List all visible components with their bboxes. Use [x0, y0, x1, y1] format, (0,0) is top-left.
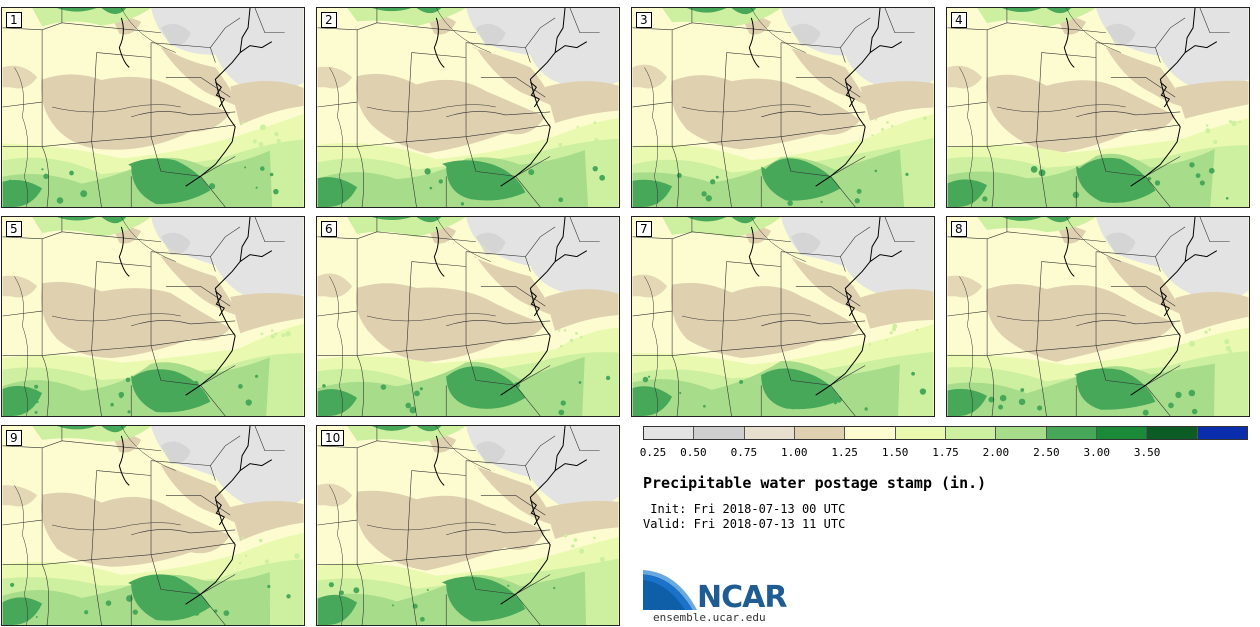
colorbar-tick-label: 2.50: [1033, 446, 1060, 459]
precipitable-water-map: [317, 8, 619, 207]
member-number-label: 3: [636, 12, 652, 28]
colorbar-segment: [1197, 427, 1247, 439]
colorbar-tick-label: 1.00: [781, 446, 808, 459]
precipitable-water-map: [947, 217, 1249, 416]
colorbar-segment: [945, 427, 997, 439]
colorbar-tick-label: 1.25: [831, 446, 858, 459]
precipitable-water-map: [2, 8, 304, 207]
precipitable-water-map: [947, 8, 1249, 207]
member-number-label: 10: [321, 430, 345, 446]
website-url: ensemble.ucar.edu: [653, 611, 766, 624]
ncar-logo-icon: [643, 570, 697, 610]
map-panel-member-1: 1: [1, 7, 305, 208]
colorbar-segment: [1147, 427, 1198, 439]
map-panel-member-7: 7: [631, 216, 935, 417]
colorbar-tick-label: 3.50: [1133, 446, 1161, 459]
colorbar-tick-label: 0.25: [639, 446, 667, 459]
map-panel-member-9: 9: [1, 425, 305, 626]
init-time: Init: Fri 2018-07-13 00 UTC: [643, 502, 846, 516]
colorbar-tick-label: 1.75: [932, 446, 959, 459]
map-panel-member-3: 3: [631, 7, 935, 208]
colorbar-tick-label: 0.75: [730, 446, 758, 459]
precipitable-water-map: [632, 8, 934, 207]
member-number-label: 2: [321, 12, 337, 28]
precipitable-water-map: [317, 426, 619, 625]
colorbar-segment: [744, 427, 795, 439]
member-number-label: 8: [951, 221, 967, 237]
map-panel-member-6: 6: [316, 216, 620, 417]
colorbar-segment: [996, 427, 1047, 439]
figure-title: Precipitable water postage stamp (in.): [643, 474, 987, 492]
colorbar-tick-label: 0.50: [680, 446, 707, 459]
member-number-label: 1: [6, 12, 22, 28]
map-panel-member-4: 4: [946, 7, 1250, 208]
colorbar-segment: [794, 427, 846, 439]
valid-time: Valid: Fri 2018-07-13 11 UTC: [643, 517, 846, 531]
map-panel-member-5: 5: [1, 216, 305, 417]
colorbar-segment: [1096, 427, 1148, 439]
map-panel-member-10: 10: [316, 425, 620, 626]
member-number-label: 7: [636, 221, 652, 237]
colorbar-segment: [644, 427, 695, 439]
colorbar-tick-label: 3.00: [1083, 446, 1111, 459]
precipitable-water-map: [2, 426, 304, 625]
colorbar-segment: [845, 427, 896, 439]
map-panel-member-2: 2: [316, 7, 620, 208]
member-number-label: 4: [951, 12, 967, 28]
colorbar-segment: [694, 427, 745, 439]
map-panel-member-8: 8: [946, 216, 1250, 417]
colorbar-tick-label: 1.50: [881, 446, 909, 459]
precipitable-water-map: [317, 217, 619, 416]
colorbar-tick-label: 2.00: [982, 446, 1010, 459]
colorbar: [643, 426, 1248, 440]
member-number-label: 9: [6, 430, 22, 446]
ncar-logo-text: NCAR: [697, 580, 787, 615]
colorbar-segment: [1046, 427, 1097, 439]
precipitable-water-map: [2, 217, 304, 416]
precipitable-water-map: [632, 217, 934, 416]
member-number-label: 5: [6, 221, 22, 237]
member-number-label: 6: [321, 221, 337, 237]
colorbar-segment: [895, 427, 946, 439]
